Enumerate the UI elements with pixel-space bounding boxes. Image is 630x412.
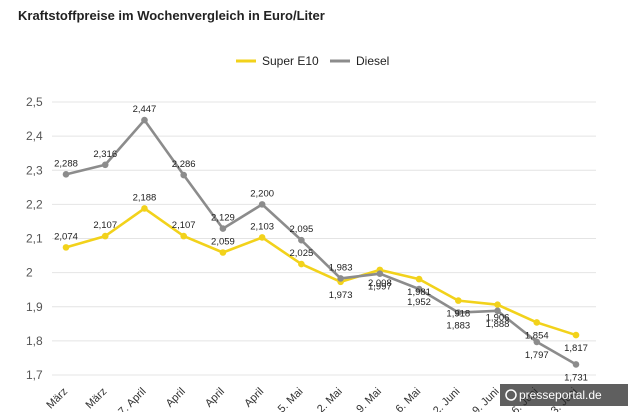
data-label: 2,447	[133, 104, 157, 115]
y-tick-label: 1,8	[26, 334, 43, 348]
y-axis: 1,7 1,8 1,9 2 2,1 2,2 2,3 2,4 2,5	[26, 95, 43, 382]
data-label: 2,095	[289, 224, 313, 235]
data-point	[101, 232, 109, 240]
x-tick-label: 7. April	[116, 386, 148, 412]
data-label: 1,906	[486, 313, 510, 324]
data-label: 1,888	[486, 319, 510, 330]
data-label: 1,883	[446, 321, 470, 332]
data-point	[337, 275, 344, 282]
data-label: 2,008	[368, 278, 392, 289]
data-label: 2,107	[93, 220, 117, 231]
data-point	[258, 201, 266, 208]
x-tick-label: 9. Juni	[470, 386, 501, 412]
data-label: 1,981	[407, 287, 431, 298]
x-tick-label: 6. Mai	[394, 386, 424, 412]
chart-title: Kraftstoffpreise im Wochenvergleich in E…	[18, 8, 325, 23]
data-label: 1,952	[407, 297, 431, 308]
data-point	[180, 232, 187, 240]
data-label: 1,817	[564, 343, 588, 354]
data-point	[455, 309, 462, 316]
data-label: 2,188	[133, 192, 157, 203]
y-tick-label: 2,4	[26, 129, 43, 143]
data-label: 1,918	[446, 309, 470, 320]
y-tick-label: 1,7	[26, 368, 43, 382]
data-label: 2,107	[172, 220, 196, 231]
y-tick-label: 2,3	[26, 163, 43, 177]
x-axis: März März 7. April April April April 5. Mai 2. …	[44, 386, 580, 412]
data-point	[219, 225, 227, 232]
data-point	[298, 260, 305, 268]
data-point	[219, 249, 227, 256]
data-label: 1,973	[329, 290, 353, 301]
data-point	[62, 171, 70, 178]
data-label: 2,074	[54, 231, 78, 242]
data-label: 2,059	[211, 236, 235, 247]
x-tick-label: 2. Juni	[431, 386, 462, 412]
data-point	[415, 275, 423, 283]
data-point	[141, 205, 148, 212]
x-tick-label: März	[84, 386, 110, 412]
data-label: 1,731	[564, 372, 588, 383]
y-tick-label: 2,2	[26, 197, 43, 211]
y-tick-label: 2,5	[26, 95, 43, 109]
data-point	[141, 116, 148, 124]
y-tick-label: 1,9	[26, 300, 43, 314]
legend-label: Diesel	[356, 54, 389, 68]
x-tick-label: April	[203, 386, 227, 410]
x-tick-label: März	[44, 386, 70, 412]
data-point	[298, 236, 305, 244]
series-line	[65, 118, 577, 366]
data-label: 2,103	[250, 221, 274, 232]
legend-label: Super E10	[262, 54, 319, 68]
series-line	[65, 207, 577, 337]
data-point	[572, 331, 580, 339]
x-tick-label: April	[164, 386, 188, 410]
data-point	[494, 307, 501, 315]
data-point	[455, 297, 462, 304]
data-label: 2,025	[289, 248, 313, 259]
data-label: 1,983	[329, 262, 353, 273]
watermark: presseportal.de	[500, 384, 628, 406]
data-point	[415, 285, 423, 293]
y-tick-label: 2,1	[26, 232, 43, 246]
x-tick-label: 5. Mai	[276, 386, 306, 412]
x-tick-label: 9. Mai	[354, 386, 384, 412]
data-point	[258, 234, 266, 241]
data-labels: 2,074 2,288 2,107 2,316 2,188 2,447 2,107 2,286…	[54, 104, 588, 383]
y-tick-label: 2	[26, 266, 33, 280]
data-point	[180, 171, 187, 179]
data-point	[533, 319, 541, 326]
chart-legend: Super E10 Diesel	[236, 54, 389, 68]
data-label: 1,997	[368, 282, 392, 293]
data-label: 1,797	[525, 350, 549, 361]
chart-series	[62, 116, 580, 368]
data-label: 1,854	[525, 330, 549, 341]
data-label: 2,316	[93, 149, 117, 160]
data-label: 2,200	[250, 188, 274, 199]
data-label: 2,288	[54, 158, 78, 169]
data-label: 2,129	[211, 213, 235, 224]
x-tick-label: 2. Mai	[315, 386, 345, 412]
x-tick-label: April	[242, 386, 266, 410]
data-point	[101, 161, 109, 169]
data-point	[533, 338, 541, 346]
data-label: 2,286	[172, 159, 196, 170]
watermark-text: presseportal.de	[519, 388, 602, 402]
data-point	[376, 270, 384, 277]
data-point	[494, 301, 501, 309]
chart-grid	[52, 101, 596, 376]
data-point	[62, 244, 70, 251]
watermark-logo-icon	[505, 389, 517, 401]
data-point	[572, 361, 580, 368]
